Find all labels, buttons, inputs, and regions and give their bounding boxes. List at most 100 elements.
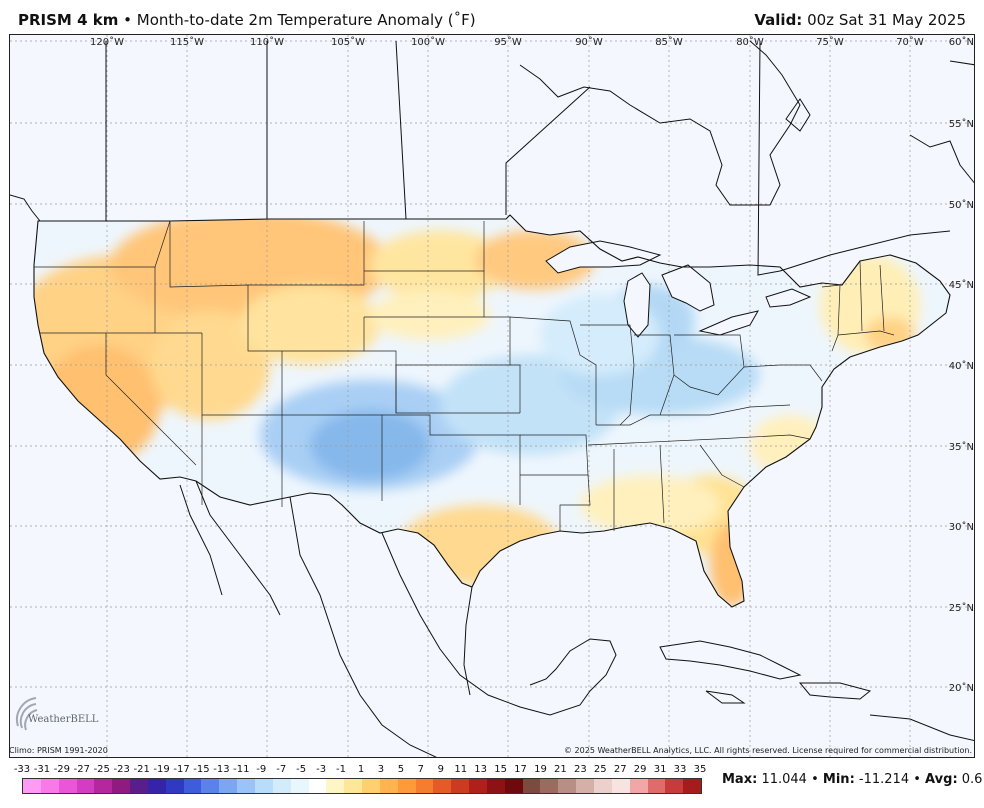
- colorbar-tick-label: -11: [233, 764, 250, 775]
- colorbar-tick-label: 5: [397, 764, 405, 775]
- title-separator: •: [123, 11, 132, 29]
- logo-text: WeatherBELL: [28, 714, 99, 725]
- colorbar-tick-label: 33: [673, 764, 687, 775]
- colorbar-cell: [326, 779, 345, 793]
- lon-label-75w: 75˚W: [816, 36, 844, 48]
- colorbar-cell: [522, 779, 541, 793]
- lon-label-90w: 90˚W: [575, 36, 603, 48]
- colorbar-tick-label: -7: [276, 764, 287, 775]
- colorbar-cell: [451, 779, 470, 793]
- product-name: Month-to-date 2m Temperature Anomaly (˚F…: [136, 11, 476, 29]
- colorbar-cell: [486, 779, 505, 793]
- colorbar-cell: [611, 779, 630, 793]
- colorbar-cell: [272, 779, 291, 793]
- colorbar-tick-label: -1: [336, 764, 347, 775]
- lon-label-110w: 110˚W: [250, 36, 284, 48]
- colorbar-tick-label: 15: [494, 764, 507, 775]
- colorbar-tick-label: 21: [554, 764, 567, 775]
- colorbar-cell: [165, 779, 184, 793]
- colorbar-tick-labels: -33 -31 -29 -27 -25 -23 -21 -19 -17 -15 -13 -11 -9 -7…: [13, 764, 707, 778]
- colorbar-cell: [344, 779, 363, 793]
- colorbar-cell: [130, 779, 148, 793]
- state-boundaries: [34, 220, 895, 531]
- avg-value: 0.614: [961, 772, 984, 787]
- lat-label-55n: 55˚N: [949, 118, 974, 130]
- lon-label-80w: 80˚W: [736, 36, 764, 48]
- lat-label-50n: 50˚N: [949, 199, 974, 211]
- colorbar-tick-label: 1: [357, 764, 365, 775]
- colorbar-tick-label: -17: [173, 764, 190, 775]
- colorbar-cell: [629, 779, 648, 793]
- colorbar-tick-label: 29: [633, 764, 647, 775]
- colorbar-tick-label: 19: [534, 764, 547, 775]
- colorbar-tick-label: -31: [33, 764, 51, 775]
- colorbar-cell: [290, 779, 309, 793]
- colorbar-tick-label: -19: [153, 764, 170, 775]
- copyright-notice: © 2025 WeatherBELL Analytics, LLC. All r…: [564, 746, 972, 755]
- field-statistics: Max: 11.044 • Min: -11.214 • Avg: 0.614: [722, 772, 984, 787]
- colorbar-cell: [58, 779, 77, 793]
- header: PRISM 4 km • Month-to-date 2m Temperatur…: [0, 0, 984, 34]
- colorbar-cell: [397, 779, 416, 793]
- lon-label-115w: 115˚W: [170, 36, 204, 48]
- great-lakes: [545, 240, 812, 338]
- colorbar-tick-label: 13: [474, 764, 488, 775]
- colorbar-cell: [201, 779, 220, 793]
- us-outline: [33, 214, 951, 608]
- colorbar-cell: [576, 779, 594, 793]
- lon-label-120w: 120˚W: [90, 36, 124, 48]
- avg-label: Avg: [925, 772, 953, 787]
- colorbar-cell: [594, 779, 612, 793]
- colorbar-tick-label: -3: [316, 764, 327, 775]
- lat-label-25n: 25˚N: [949, 602, 974, 614]
- colorbar-cell: [647, 779, 666, 793]
- longitude-labels: 120˚W 115˚W 110˚W 105˚W 100˚W 95˚W 90˚W …: [90, 36, 924, 48]
- map-panel[interactable]: 120˚W 115˚W 110˚W 105˚W 100˚W 95˚W 90˚W …: [9, 34, 975, 758]
- colorbar-cell: [237, 779, 255, 793]
- colorbar-cell: [379, 779, 398, 793]
- model-name: PRISM 4 km: [18, 11, 119, 29]
- colorbar-cell: [219, 779, 238, 793]
- colorbar-tick-label: 35: [693, 764, 707, 775]
- colorbar-tick-label: -21: [133, 764, 150, 775]
- graticule: [10, 35, 974, 757]
- map-canvas[interactable]: 120˚W 115˚W 110˚W 105˚W 100˚W 95˚W 90˚W …: [10, 35, 975, 758]
- lat-label-30n: 30˚N: [949, 521, 974, 533]
- lat-label-45n: 45˚N: [949, 279, 974, 291]
- colorbar-cell: [683, 779, 702, 793]
- colorbar-cell: [415, 779, 434, 793]
- colorbar-tick-label: 23: [573, 764, 587, 775]
- colorbar-cell: [469, 779, 487, 793]
- colorbar-cell: [40, 779, 59, 793]
- colorbar-tick-label: -9: [256, 764, 267, 775]
- lat-label-20n: 20˚N: [949, 682, 974, 694]
- colorbar-tick-label: 25: [593, 764, 607, 775]
- colorbar: [22, 778, 702, 794]
- colorbar-tick-label: 11: [454, 764, 468, 775]
- colorbar-cell: [23, 779, 41, 793]
- colorbar-tick-label: -15: [193, 764, 210, 775]
- lon-label-105w: 105˚W: [331, 36, 365, 48]
- colorbar-tick-label: -13: [213, 764, 230, 775]
- lon-label-95w: 95˚W: [494, 36, 522, 48]
- valid-time: 00z Sat 31 May 2025: [807, 11, 966, 29]
- colorbar-cell: [362, 779, 380, 793]
- colorbar-tick-label: -29: [53, 764, 71, 775]
- colorbar-cell: [540, 779, 559, 793]
- colorbar-cell: [665, 779, 684, 793]
- colorbar-cell: [308, 779, 327, 793]
- lat-label-60n: 60˚N: [949, 36, 974, 48]
- max-value: 11.044: [761, 772, 807, 787]
- lon-label-70w: 70˚W: [896, 36, 924, 48]
- min-label: Min: [822, 772, 850, 787]
- mexico-caribbean: [179, 480, 974, 757]
- weatherbell-logo: WeatherBELL: [16, 697, 99, 731]
- canada-coastline: [10, 40, 974, 222]
- colorbar-tick-label: -33: [13, 764, 31, 775]
- colorbar-cell: [558, 779, 577, 793]
- colorbar-cell: [112, 779, 131, 793]
- colorbar-tick-label: -25: [93, 764, 110, 775]
- colorbar-cell: [76, 779, 95, 793]
- valid-label: Valid:: [754, 11, 803, 29]
- colorbar-tick-label: 17: [514, 764, 527, 775]
